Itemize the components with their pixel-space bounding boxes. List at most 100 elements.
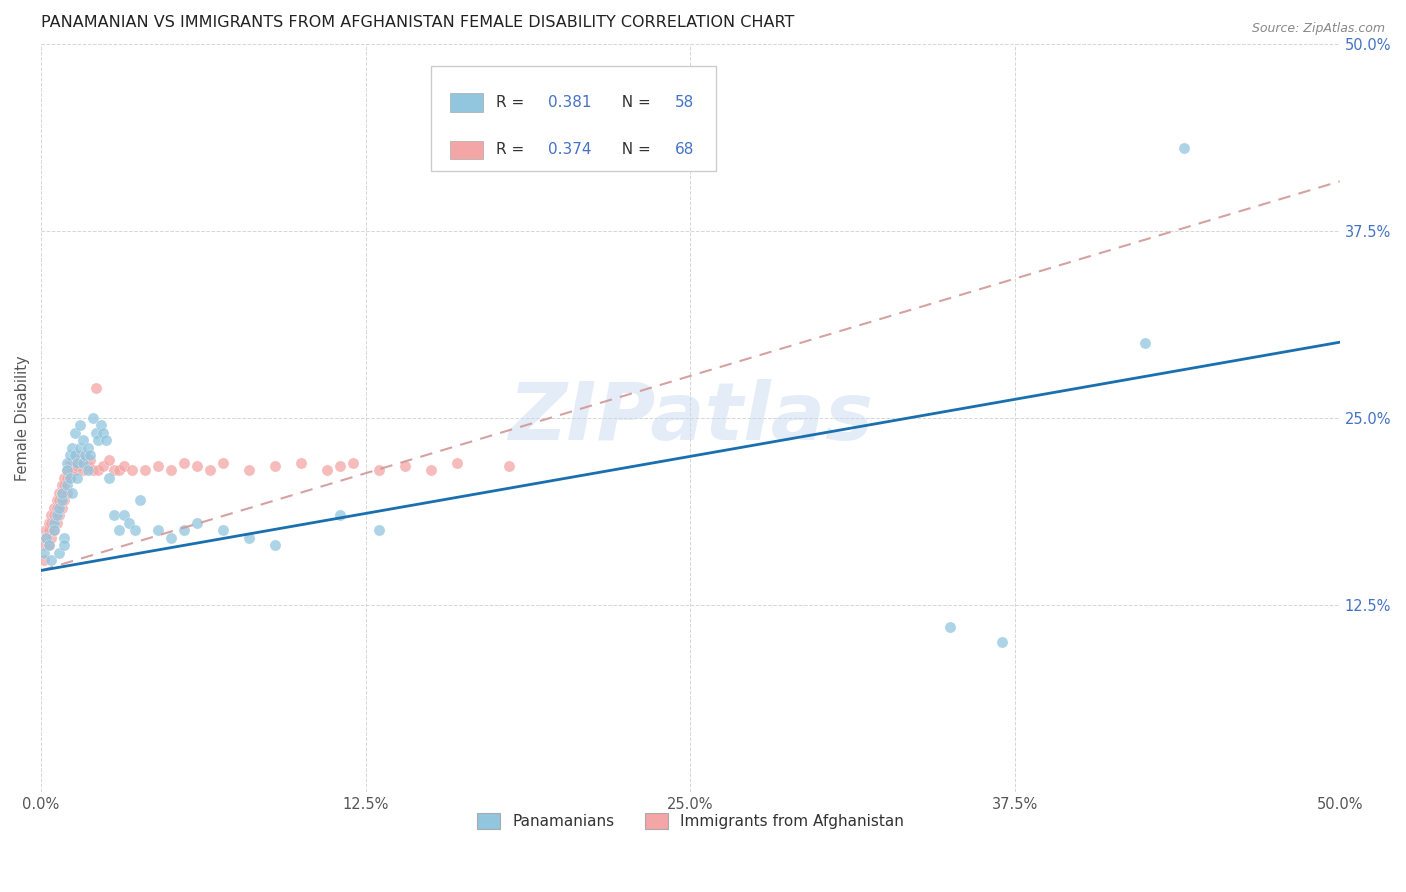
Point xyxy=(38,538,60,552)
Text: PANAMANIAN VS IMMIGRANTS FROM AFGHANISTAN FEMALE DISABILITY CORRELATION CHART: PANAMANIAN VS IMMIGRANTS FROM AFGHANISTA… xyxy=(41,15,794,30)
Point xyxy=(63,425,86,440)
Point xyxy=(1133,336,1156,351)
Point xyxy=(76,463,98,477)
Point xyxy=(97,471,120,485)
Point xyxy=(84,425,107,440)
Point xyxy=(1173,141,1195,155)
Point xyxy=(59,456,82,470)
Point xyxy=(160,463,183,477)
Point xyxy=(160,531,183,545)
Point xyxy=(45,516,67,530)
Point xyxy=(128,493,150,508)
Point xyxy=(38,538,60,552)
Point xyxy=(72,463,94,477)
Point xyxy=(419,463,441,477)
Point xyxy=(56,478,79,492)
Text: 0.381: 0.381 xyxy=(547,95,591,111)
Point xyxy=(186,458,208,473)
Point xyxy=(53,478,76,492)
Point xyxy=(56,463,79,477)
Point xyxy=(134,463,156,477)
Point xyxy=(121,463,143,477)
Point xyxy=(69,418,91,433)
Point xyxy=(146,458,169,473)
Point xyxy=(103,508,125,522)
FancyBboxPatch shape xyxy=(450,94,482,112)
Legend: Panamanians, Immigrants from Afghanistan: Panamanians, Immigrants from Afghanistan xyxy=(470,805,911,837)
Point xyxy=(53,531,76,545)
Point xyxy=(48,508,70,522)
Point xyxy=(53,538,76,552)
Point xyxy=(90,418,112,433)
Point xyxy=(38,523,60,537)
Point xyxy=(394,458,416,473)
Point xyxy=(38,516,60,530)
Point xyxy=(66,458,89,473)
Point xyxy=(51,493,73,508)
Point xyxy=(32,553,55,567)
Point xyxy=(45,493,67,508)
Point xyxy=(72,456,94,470)
Point xyxy=(60,441,83,455)
Point xyxy=(56,485,79,500)
Point xyxy=(51,485,73,500)
Point xyxy=(76,441,98,455)
Text: 58: 58 xyxy=(675,95,695,111)
FancyBboxPatch shape xyxy=(430,66,716,171)
Point xyxy=(238,463,260,477)
Point xyxy=(146,523,169,537)
Point xyxy=(56,471,79,485)
Point xyxy=(342,456,364,470)
Point xyxy=(108,463,131,477)
Text: Source: ZipAtlas.com: Source: ZipAtlas.com xyxy=(1251,22,1385,36)
Point xyxy=(32,545,55,559)
Text: 68: 68 xyxy=(675,143,695,157)
Point xyxy=(56,463,79,477)
Point xyxy=(446,456,468,470)
Point xyxy=(939,620,962,634)
Point xyxy=(60,485,83,500)
Point xyxy=(173,523,195,537)
Point xyxy=(51,500,73,515)
Point xyxy=(66,456,89,470)
Point xyxy=(79,448,101,462)
Point xyxy=(53,471,76,485)
Point xyxy=(75,448,97,462)
Point xyxy=(35,531,58,545)
Point xyxy=(329,508,352,522)
Point xyxy=(498,458,520,473)
Point xyxy=(51,478,73,492)
Point xyxy=(75,448,97,462)
Point xyxy=(42,500,65,515)
Point xyxy=(263,538,285,552)
Point xyxy=(82,463,104,477)
Point xyxy=(42,523,65,537)
Text: 0.374: 0.374 xyxy=(547,143,591,157)
Point xyxy=(82,410,104,425)
Point xyxy=(42,523,65,537)
Point xyxy=(60,463,83,477)
Point xyxy=(112,508,135,522)
FancyBboxPatch shape xyxy=(450,141,482,160)
Point xyxy=(42,516,65,530)
Point xyxy=(48,485,70,500)
Point xyxy=(87,434,110,448)
Point xyxy=(41,516,63,530)
Point xyxy=(94,434,117,448)
Point xyxy=(69,441,91,455)
Point xyxy=(329,458,352,473)
Point xyxy=(48,500,70,515)
Point xyxy=(212,523,235,537)
Point xyxy=(991,635,1014,649)
Point xyxy=(290,456,312,470)
Point xyxy=(212,456,235,470)
Point xyxy=(48,493,70,508)
Point xyxy=(63,456,86,470)
Text: N =: N = xyxy=(613,143,657,157)
Point xyxy=(41,553,63,567)
Point xyxy=(76,458,98,473)
Point xyxy=(66,448,89,462)
Point xyxy=(186,516,208,530)
Point xyxy=(42,508,65,522)
Point xyxy=(41,531,63,545)
